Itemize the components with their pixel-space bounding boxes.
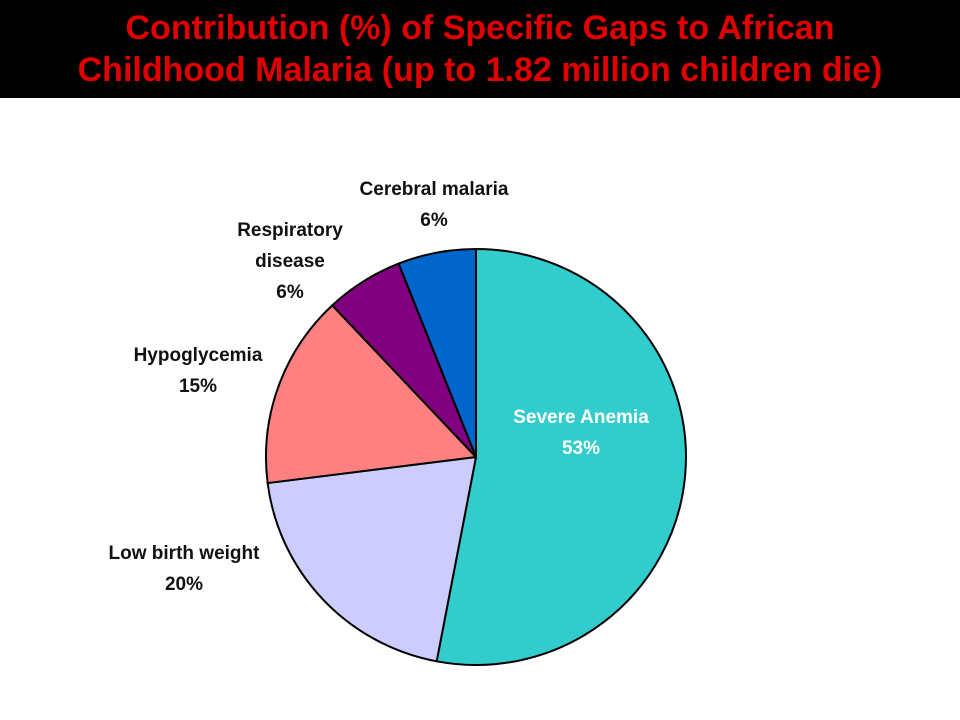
title-line-2: Childhood Malaria (up to 1.82 million ch… [77,51,883,89]
slice-name-label: Respiratory [237,220,343,241]
pie-labels: Severe Anemia 53% Low birth weight 20% Hypog… [109,179,650,595]
slice-value-label: 6% [420,210,448,231]
slice-label-respiratory-disease: Respiratory disease 6% [237,220,343,303]
slice-label-hypoglycemia: Hypoglycemia 15% [134,345,263,397]
slice-label-low-birth-weight: Low birth weight 20% [109,543,261,595]
pie-slices [265,248,687,666]
pie-slice-low-birth-weight [266,456,477,663]
slice-value-label: 6% [276,282,304,303]
slice-name-label: Low birth weight [109,543,261,564]
slice-name-label: Severe Anemia [513,407,649,428]
title-bar: Contribution (%) of Specific Gaps to Afr… [0,0,960,98]
slice-name-label: Hypoglycemia [134,345,263,366]
slice-value-label: 15% [179,376,217,397]
title-line-1: Contribution (%) of Specific Gaps to Afr… [125,9,835,47]
pie-slice-cerebral-malaria [397,248,477,458]
pie-slice-severe-anemia [435,248,687,666]
pie-slice-hypoglycemia [265,304,477,485]
slice-label-severe-anemia: Severe Anemia 53% [513,407,649,459]
slice-name-label: disease [255,251,325,272]
slice-value-label: 20% [165,574,203,595]
slice-value-label: 53% [562,438,600,459]
slice-name-label: Cerebral malaria [360,179,509,200]
slice-label-cerebral-malaria: Cerebral malaria 6% [360,179,509,231]
